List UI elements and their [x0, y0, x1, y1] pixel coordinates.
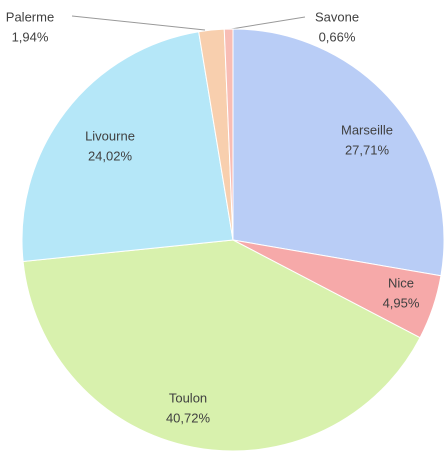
leader-line — [224, 16, 306, 31]
pie-slice — [232, 28, 444, 277]
leader-line — [71, 15, 206, 31]
slice-value-label: 24,02% — [88, 148, 133, 163]
pie-slice — [223, 28, 234, 241]
slice-value-label: 40,72% — [166, 410, 211, 425]
slice-value-label: 0,66% — [319, 29, 356, 44]
pie-slice — [21, 31, 234, 262]
slice-label: Nice — [388, 275, 414, 290]
slice-label: Marseille — [341, 122, 393, 137]
slice-label: Toulon — [169, 390, 207, 405]
slice-label: Livourne — [85, 128, 135, 143]
pie-slice — [22, 239, 421, 452]
slice-value-label: 4,95% — [383, 295, 420, 310]
slice-value-label: 1,94% — [12, 29, 49, 44]
slice-label: Savone — [315, 9, 359, 24]
slice-label: Palerme — [6, 9, 54, 24]
slice-value-label: 27,71% — [345, 142, 390, 157]
